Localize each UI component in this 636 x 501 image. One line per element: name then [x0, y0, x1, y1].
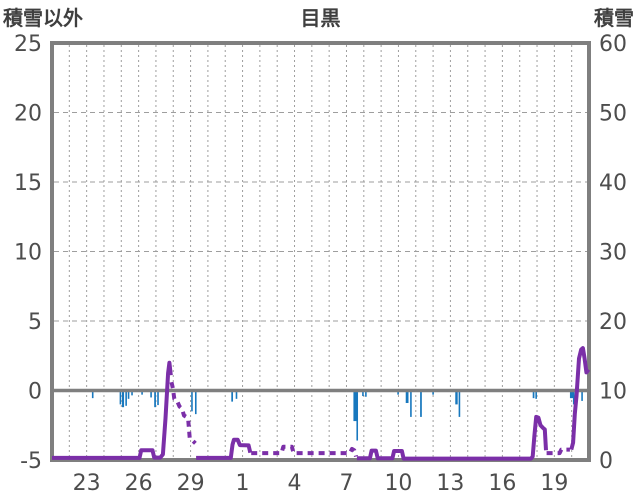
right-axis-tick-label: 10	[599, 380, 627, 405]
precip-bar	[131, 390, 133, 396]
precip-bar	[532, 390, 535, 399]
right-axis-tick-label: 40	[599, 171, 627, 196]
right-axis-tick-label: 20	[599, 310, 627, 335]
precip-bar	[154, 390, 156, 408]
snow-line-dashed	[546, 447, 570, 456]
precip-bar	[572, 390, 575, 405]
snow-line-solid	[52, 360, 173, 460]
left-axis-tick-label: 10	[14, 241, 42, 266]
precip-bar	[432, 390, 434, 395]
precip-bar	[362, 390, 364, 397]
precip-bar	[420, 390, 422, 417]
left-axis-tick-label: 25	[14, 32, 42, 57]
precip-bar	[191, 390, 193, 412]
chart-title: 目黒	[300, 6, 341, 30]
precip-bar	[569, 390, 574, 399]
precip-bar	[365, 390, 367, 397]
precip-bar	[397, 390, 399, 395]
left-axis-tick-label: 5	[28, 310, 42, 335]
snow-line-solid	[569, 346, 591, 451]
precip-bar	[410, 390, 412, 417]
right-axis-tick-label: 0	[599, 449, 613, 474]
right-axis-tick-label: 30	[599, 241, 627, 266]
x-tick-label: 4	[288, 471, 302, 496]
left-axis-tick-label: 0	[28, 380, 42, 405]
right-axis-title: 積雪	[594, 6, 634, 30]
precip-bar	[231, 390, 234, 402]
x-tick-label: 16	[488, 471, 516, 496]
precip-bar	[125, 390, 127, 406]
left-axis-tick-label: 15	[14, 171, 42, 196]
precip-bar	[194, 390, 197, 415]
right-axis-tick-label: 50	[599, 102, 627, 127]
precip-bar	[356, 390, 359, 441]
left-axis-tick-label: 20	[14, 102, 42, 127]
precip-bar	[353, 390, 357, 422]
precip-bar	[405, 390, 409, 404]
precip-bar	[119, 390, 122, 405]
right-axis-tick-label: 60	[599, 32, 627, 57]
snow-line-solid	[196, 437, 253, 460]
precip-bar	[535, 390, 537, 399]
precip-bar	[127, 390, 130, 399]
precip-bar	[150, 390, 152, 398]
precip-bar	[581, 390, 583, 401]
snow-line-solid	[356, 414, 548, 461]
x-tick-label: 7	[339, 471, 353, 496]
x-tick-label: 13	[436, 471, 464, 496]
precip-bar	[455, 390, 458, 405]
x-tick-label: 19	[540, 471, 568, 496]
precip-bar	[157, 390, 159, 406]
x-tick-label: 23	[73, 471, 101, 496]
precip-bar	[121, 390, 125, 408]
x-tick-label: 26	[125, 471, 153, 496]
precip-bar	[141, 390, 143, 395]
x-tick-label: 10	[384, 471, 412, 496]
snow-line-dashed	[169, 381, 197, 445]
x-tick-label: 1	[236, 471, 250, 496]
left-axis-title: 積雪以外	[3, 6, 83, 30]
precip-bar	[235, 390, 238, 399]
snow-line-dashed	[251, 444, 358, 458]
x-tick-label: 29	[177, 471, 205, 496]
plot-border	[50, 41, 591, 462]
precip-bar	[91, 390, 94, 399]
left-axis-tick-label: -5	[20, 449, 42, 474]
precip-bar	[458, 390, 461, 417]
